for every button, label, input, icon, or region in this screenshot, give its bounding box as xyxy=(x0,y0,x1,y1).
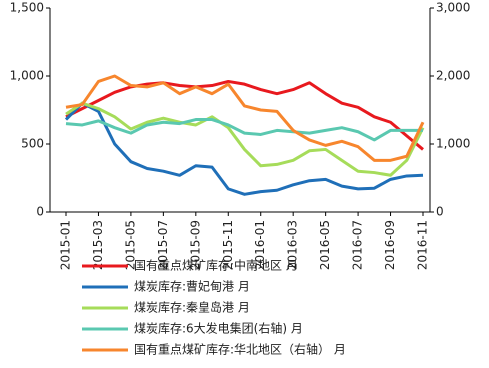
x-tick-label: 2015-11 xyxy=(221,220,235,270)
series-line xyxy=(65,118,423,142)
series-line xyxy=(65,74,425,162)
legend-label: 国有重点煤矿库存:中南地区 月 xyxy=(134,258,298,273)
y2-tick-label: 0 xyxy=(436,205,444,219)
series-line xyxy=(65,101,425,177)
x-tick-label: 2016-05 xyxy=(318,220,332,270)
legend-label: 煤炭库存:曹妃甸港 月 xyxy=(134,279,250,294)
y2-tick-label: 2,000 xyxy=(436,69,470,83)
x-tick-label: 2015-09 xyxy=(188,220,202,270)
x-tick-label: 2016-11 xyxy=(416,220,430,270)
y-tick-label: 1,000 xyxy=(10,69,44,83)
x-tick-label: 2015-03 xyxy=(91,220,105,270)
x-tick-label: 2016-01 xyxy=(253,220,267,270)
x-tick-label: 2015-07 xyxy=(156,220,170,270)
x-tick-label: 2016-03 xyxy=(286,220,300,270)
x-tick-label: 2016-07 xyxy=(351,220,365,270)
y-tick-label: 0 xyxy=(36,205,44,219)
legend-label: 煤炭库存:6大发电集团(右轴) 月 xyxy=(134,321,303,336)
y2-tick-label: 1,000 xyxy=(436,137,470,151)
y2-tick-label: 3,000 xyxy=(436,1,470,15)
x-tick-label: 2015-01 xyxy=(59,220,73,270)
y-tick-label: 500 xyxy=(21,137,44,151)
series-line xyxy=(64,101,424,196)
legend-label: 煤炭库存:秦皇岛港 月 xyxy=(134,300,250,315)
x-tick-label: 2016-09 xyxy=(383,220,397,270)
series-line xyxy=(65,79,424,151)
x-tick-label: 2015-05 xyxy=(123,220,137,270)
y-tick-label: 1,500 xyxy=(10,1,44,15)
legend-label: 国有重点煤矿库存:华北地区（右轴） 月 xyxy=(134,342,346,357)
